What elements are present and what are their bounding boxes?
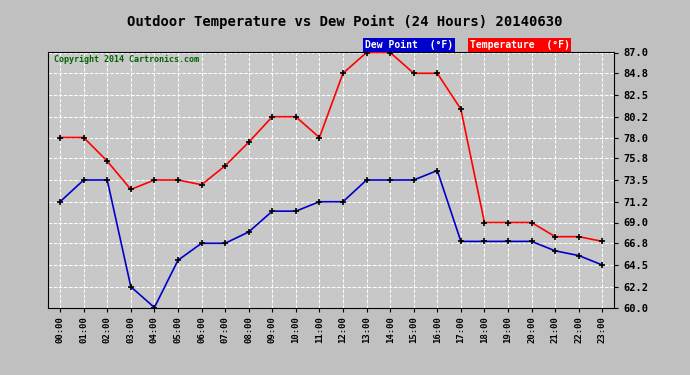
Text: Temperature  (°F): Temperature (°F) (470, 40, 570, 50)
Text: Outdoor Temperature vs Dew Point (24 Hours) 20140630: Outdoor Temperature vs Dew Point (24 Hou… (127, 15, 563, 29)
Text: Dew Point  (°F): Dew Point (°F) (365, 40, 453, 50)
Text: Copyright 2014 Cartronics.com: Copyright 2014 Cartronics.com (54, 55, 199, 64)
